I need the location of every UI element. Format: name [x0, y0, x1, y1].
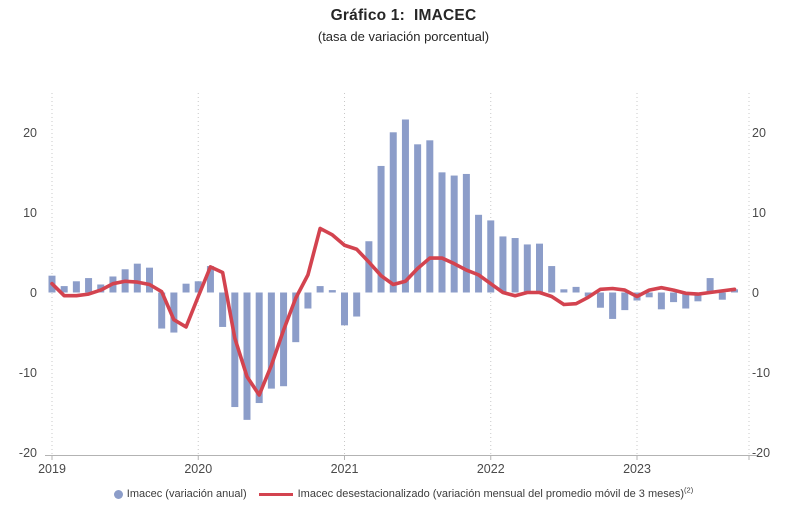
y-axis-label-right: 0 — [752, 286, 759, 300]
imacec-bar — [60, 286, 68, 293]
imacec-bar — [450, 175, 458, 293]
y-axis-label-left: -10 — [19, 366, 37, 380]
imacec-bar — [304, 292, 312, 309]
imacec-bar — [292, 292, 300, 343]
y-axis-label-left: 10 — [23, 206, 37, 220]
x-axis-label: 2021 — [331, 462, 359, 476]
y-axis-label-left: 0 — [30, 286, 37, 300]
imacec-bar — [158, 292, 166, 329]
imacec-bar — [426, 140, 434, 293]
imacec-bar — [328, 290, 336, 293]
y-axis-label-right: -10 — [752, 366, 770, 380]
footnote-marker: (2) — [684, 485, 694, 495]
legend: Imacec (variación anual) Imacec desestac… — [0, 485, 807, 500]
imacec-bar — [657, 292, 665, 310]
imacec-bar — [438, 172, 446, 293]
imacec-bar — [219, 292, 227, 327]
imacec-bar — [475, 214, 483, 293]
imacec-bar — [609, 292, 617, 319]
y-axis-label-left: -20 — [19, 446, 37, 460]
imacec-bar — [389, 132, 397, 293]
imacec-bar — [718, 292, 726, 300]
imacec-bar — [706, 278, 714, 293]
chart-subtitle: (tasa de variación porcentual) — [317, 29, 490, 44]
x-axis-label: 2023 — [623, 462, 651, 476]
imacec-bar — [560, 289, 568, 293]
imacec-bar — [377, 165, 385, 293]
imacec-bar — [255, 292, 263, 404]
imacec-bar — [670, 292, 678, 303]
imacec-bar — [365, 241, 373, 293]
imacec-bar — [487, 220, 495, 293]
x-axis-label: 2020 — [184, 462, 212, 476]
imacec-bar — [462, 173, 470, 293]
x-axis-label: 2019 — [38, 462, 66, 476]
imacec-bar — [511, 238, 519, 293]
imacec-bar — [316, 286, 324, 293]
legend-line-label-text: Imacec desestacionalizado (variación men… — [297, 488, 685, 500]
imacec-bar — [267, 292, 275, 389]
imacec-bar — [523, 244, 531, 293]
x-axis-label: 2022 — [477, 462, 505, 476]
legend-bar-marker-icon — [113, 489, 123, 499]
y-axis-label-left: 20 — [23, 126, 37, 140]
imacec-bar — [596, 292, 604, 308]
imacec-bar — [206, 266, 214, 293]
imacec-bar — [536, 243, 543, 293]
imacec-bar — [182, 283, 190, 293]
imacec-bar — [353, 292, 361, 317]
chart-title: Gráfico 1: IMACEC — [330, 7, 477, 24]
imacec-bar — [194, 281, 202, 293]
imacec-bar — [170, 292, 178, 333]
imacec-bar — [133, 263, 141, 293]
legend-line-label: Imacec desestacionalizado (variación men… — [297, 485, 694, 500]
imacec-bar — [572, 286, 580, 293]
y-axis-label-right: -20 — [752, 446, 770, 460]
imacec-bar — [243, 292, 251, 420]
imacec-bar — [414, 144, 422, 293]
imacec-bar — [682, 292, 690, 309]
imacec-bar — [645, 292, 653, 298]
imacec-bar — [584, 292, 592, 297]
imacec-bar — [280, 292, 288, 387]
y-axis-label-right: 10 — [752, 206, 766, 220]
imacec-bar — [85, 278, 93, 293]
imacec-bar — [146, 267, 153, 293]
legend-bars-label: Imacec (variación anual) — [126, 488, 247, 500]
trend-line — [50, 226, 737, 397]
legend-line-marker-icon — [258, 492, 293, 496]
y-axis-label-right: 20 — [752, 126, 766, 140]
imacec-bar — [694, 292, 702, 302]
imacec-bar — [401, 119, 409, 293]
imacec-bar — [341, 292, 348, 326]
imacec-bar — [621, 292, 629, 311]
imacec-bar — [231, 292, 239, 408]
imacec-bar — [499, 236, 507, 293]
imacec-bar — [548, 266, 556, 293]
imacec-bar — [72, 281, 80, 293]
